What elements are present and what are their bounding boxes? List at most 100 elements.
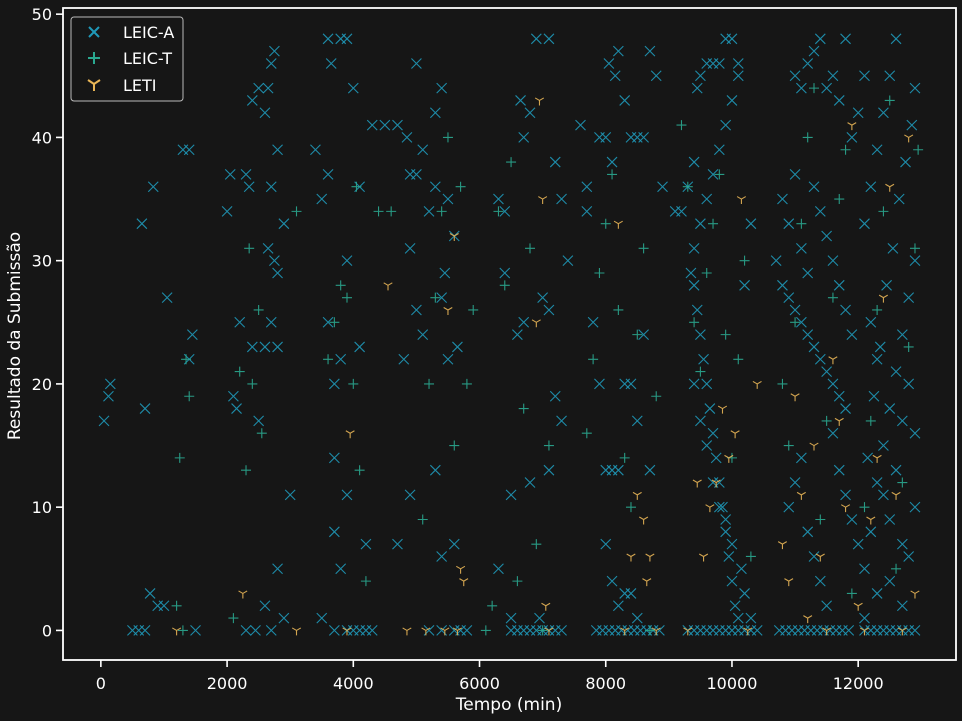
data-point-leic-a: [259, 341, 271, 353]
data-point-leic-a: [600, 538, 612, 550]
data-point-leti: [752, 380, 762, 389]
data-point-leic-t: [424, 378, 435, 389]
data-point-leic-a: [493, 193, 504, 205]
data-point-leic-t: [594, 267, 605, 278]
data-point-leic-a: [884, 70, 896, 82]
data-point-leic-a: [262, 242, 274, 254]
data-point-leic-a: [322, 316, 334, 328]
data-point-leic-a: [594, 378, 605, 390]
data-point-leti: [538, 196, 548, 205]
data-point-leic-t: [903, 341, 914, 352]
data-point-leic-a: [231, 403, 242, 414]
data-point-leic-a: [698, 353, 709, 365]
data-point-leic-a: [158, 600, 170, 612]
data-point-leic-t: [335, 280, 346, 291]
data-point-leic-a: [272, 144, 283, 156]
data-point-leic-a: [322, 169, 334, 180]
data-point-leic-a: [429, 181, 441, 193]
data-point-leti: [291, 627, 302, 636]
data-point-leic-t: [638, 243, 649, 254]
data-point-leic-a: [625, 378, 637, 390]
data-point-leic-a: [603, 58, 615, 69]
data-point-leic-a: [909, 82, 921, 94]
data-point-leic-a: [729, 600, 741, 612]
data-point-leic-a: [436, 551, 448, 562]
legend-marker-leti: [87, 79, 101, 91]
data-point-leic-a: [723, 551, 735, 562]
data-point-leic-t: [745, 551, 756, 562]
data-point-leic-t: [796, 218, 807, 229]
data-point-leic-t: [228, 613, 239, 624]
data-point-leic-a: [411, 304, 422, 316]
data-point-leic-a: [707, 169, 719, 180]
data-point-leic-a: [549, 390, 561, 402]
legend-label-leic-a: LEIC-A: [123, 23, 174, 42]
data-point-leic-a: [606, 156, 618, 168]
data-point-leic-t: [588, 354, 599, 365]
data-point-leic-a: [871, 144, 883, 156]
data-point-leic-a: [278, 612, 290, 624]
data-point-leic-a: [871, 477, 883, 488]
data-point-leic-t: [256, 428, 267, 439]
data-point-leic-t: [777, 378, 788, 389]
data-point-leic-t: [846, 588, 857, 599]
data-point-leti: [421, 627, 431, 636]
data-point-leic-a: [328, 526, 340, 538]
data-point-leic-t: [360, 576, 371, 587]
data-point-leic-t: [872, 304, 883, 315]
data-point-leic-a: [103, 390, 114, 402]
data-point-leic-a: [795, 242, 807, 254]
y-tick-label: 30: [32, 252, 52, 271]
data-point-leic-a: [316, 193, 328, 205]
data-point-leic-a: [827, 70, 839, 82]
data-point-leic-a: [720, 514, 732, 525]
data-point-leic-a: [887, 242, 899, 254]
data-point-leic-a: [852, 538, 864, 550]
data-point-leic-t: [878, 206, 889, 217]
data-point-leti: [383, 282, 393, 291]
data-point-leic-t: [739, 255, 750, 266]
data-point-leti: [692, 479, 702, 488]
data-point-leic-a: [518, 132, 530, 143]
data-point-leti: [544, 627, 554, 636]
data-point-leic-a: [328, 378, 340, 390]
data-point-leti: [724, 454, 734, 463]
data-point-leic-t: [859, 502, 870, 513]
x-axis-ticks: 0 2000 4000 6000 8000 10000 12000: [96, 660, 884, 693]
data-point-leic-a: [234, 316, 246, 328]
data-point-leic-t: [802, 132, 813, 143]
data-point-leti: [531, 319, 541, 328]
data-point-leic-t: [348, 378, 359, 389]
data-point-leic-a: [515, 95, 526, 106]
data-point-leic-a: [246, 341, 258, 353]
data-point-leic-a: [581, 181, 593, 193]
data-point-leic-a: [442, 353, 454, 365]
data-point-leti: [840, 504, 851, 513]
data-point-leic-a: [777, 193, 788, 205]
data-point-leic-a: [739, 588, 750, 599]
data-point-leic-a: [328, 625, 340, 636]
data-point-leic-a: [695, 329, 706, 341]
data-point-leic-t: [493, 206, 504, 217]
data-point-leic-a: [900, 156, 911, 168]
data-point-leic-t: [354, 465, 365, 476]
x-tick-label: 12000: [833, 674, 884, 693]
data-point-leic-a: [505, 612, 517, 624]
data-point-leti: [834, 417, 844, 426]
data-point-leic-t: [537, 625, 548, 636]
data-point-leti: [897, 627, 907, 636]
data-point-leic-a: [707, 427, 719, 439]
data-point-leti: [172, 627, 182, 636]
data-point-leti: [639, 516, 649, 525]
data-point-leic-t: [241, 465, 252, 476]
data-point-leic-a: [896, 538, 908, 550]
data-point-leic-a: [246, 95, 258, 106]
data-point-leic-a: [139, 403, 151, 414]
data-point-leic-a: [243, 181, 255, 193]
data-point-leic-a: [404, 489, 416, 501]
data-point-leic-t: [442, 132, 453, 143]
data-point-leic-a: [587, 316, 599, 328]
data-point-leic-a: [429, 107, 441, 119]
data-point-leic-a: [821, 600, 833, 612]
data-point-leic-t: [815, 514, 826, 525]
